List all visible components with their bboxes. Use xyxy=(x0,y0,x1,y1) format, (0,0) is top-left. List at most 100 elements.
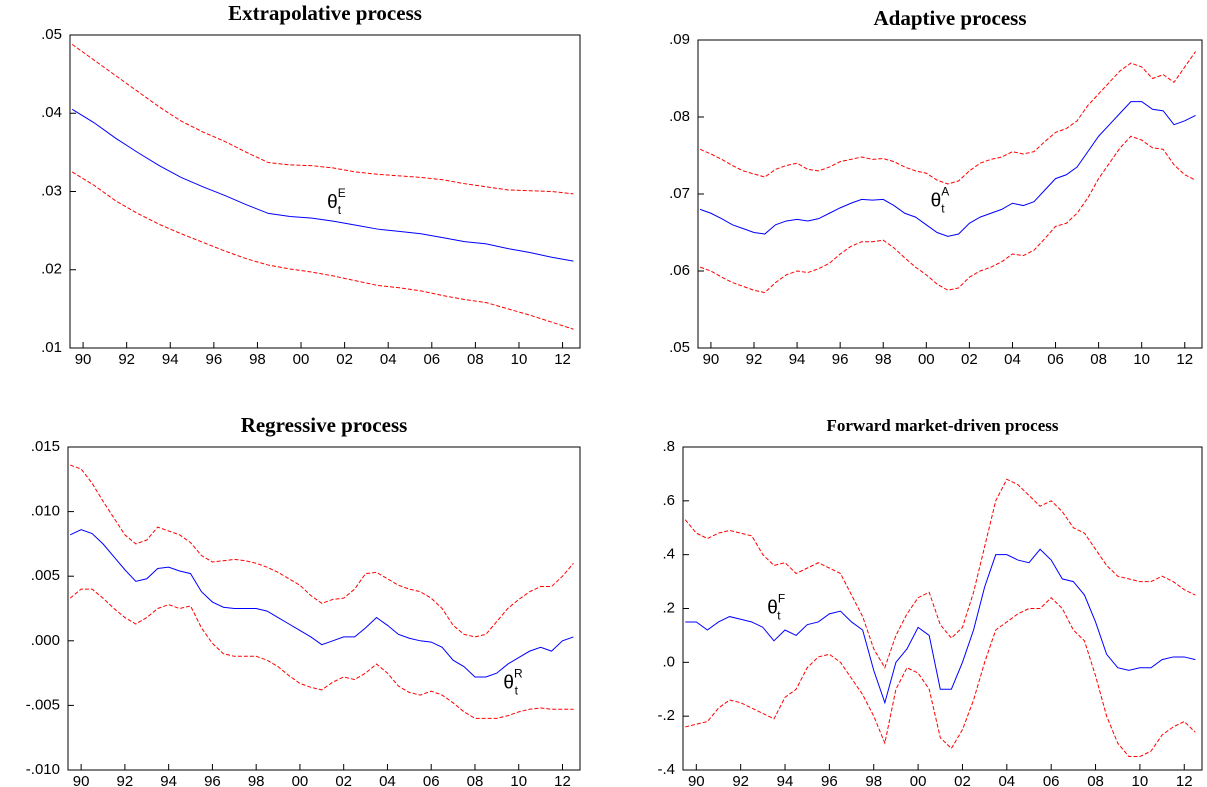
x-tick-label: 96 xyxy=(832,351,849,368)
plot-frame xyxy=(697,39,1203,349)
x-tick-label: 12 xyxy=(1176,773,1193,787)
x-tick-label: 12 xyxy=(554,351,571,368)
x-tick-label: 00 xyxy=(292,773,309,787)
chart-title: Forward market-driven process xyxy=(827,416,1059,435)
band-line xyxy=(71,43,574,195)
plot-frame xyxy=(67,446,581,771)
y-tick-label: -.005 xyxy=(26,696,60,713)
chart-title: Adaptive process xyxy=(873,6,1026,30)
x-tick-label: 90 xyxy=(73,773,90,787)
plot-frame xyxy=(682,446,1203,771)
y-tick-label: .01 xyxy=(41,339,62,356)
x-tick-label: 96 xyxy=(821,773,838,787)
x-tick-label: 96 xyxy=(204,773,221,787)
x-tick-label: 94 xyxy=(160,773,177,787)
y-tick-label: .05 xyxy=(41,26,62,43)
y-tick-label: .005 xyxy=(31,567,60,584)
x-tick-label: 00 xyxy=(293,351,310,368)
y-tick-label: .02 xyxy=(41,261,62,278)
estimate-line xyxy=(685,548,1196,705)
band-line xyxy=(70,464,574,638)
annotation-sup: A xyxy=(941,185,949,199)
x-tick-label: 08 xyxy=(467,773,484,787)
x-tick-label: 90 xyxy=(688,773,705,787)
annotation-sup: E xyxy=(338,186,346,200)
x-tick-label: 04 xyxy=(998,773,1015,787)
x-tick-label: 12 xyxy=(1176,351,1193,368)
annotation: θR t xyxy=(503,667,523,698)
band-line xyxy=(69,588,574,719)
y-tick-label: .09 xyxy=(669,31,690,48)
annotation-sub: t xyxy=(515,684,519,698)
x-tick-label: 94 xyxy=(789,351,806,368)
y-tick-label: .05 xyxy=(669,339,690,356)
annotation-sup: R xyxy=(514,667,523,681)
band-line xyxy=(699,51,1196,185)
estimate-line xyxy=(71,108,574,262)
annotation: θA t xyxy=(931,185,950,216)
band-line xyxy=(699,135,1196,294)
y-tick-label: -.2 xyxy=(657,707,675,724)
x-tick-label: 06 xyxy=(423,351,440,368)
y-tick-label: .4 xyxy=(662,546,675,563)
chart-title: Extrapolative process xyxy=(228,1,422,25)
y-tick-label: .8 xyxy=(662,438,675,455)
x-tick-label: 06 xyxy=(423,773,440,787)
y-tick-label: .04 xyxy=(41,104,62,121)
x-tick-label: 04 xyxy=(379,773,396,787)
panel: Regressive process -.010 -.005 .000 .005 .010… xyxy=(26,413,581,787)
y-tick-label: .08 xyxy=(669,108,690,125)
x-tick-label: 10 xyxy=(511,351,528,368)
annotation-symbol: θ xyxy=(767,598,778,619)
chart-title: Regressive process xyxy=(241,413,408,437)
x-tick-label: 92 xyxy=(118,351,135,368)
x-tick-label: 10 xyxy=(1132,773,1149,787)
x-tick-label: 96 xyxy=(206,351,223,368)
annotation-sup: F xyxy=(778,592,785,606)
annotation: θF t xyxy=(767,592,785,623)
x-tick-label: 04 xyxy=(380,351,397,368)
x-tick-label: 02 xyxy=(954,773,971,787)
x-tick-label: 10 xyxy=(1133,351,1150,368)
panel: Adaptive process .05 .06 .07 .08 .09 90 92 94 96 9… xyxy=(669,6,1203,368)
annotation-symbol: θ xyxy=(503,672,514,693)
estimate-line xyxy=(69,529,574,678)
y-tick-label: -.010 xyxy=(26,761,60,778)
annotation-sub: t xyxy=(941,202,945,216)
x-tick-label: 02 xyxy=(335,773,352,787)
x-tick-label: 98 xyxy=(875,351,892,368)
band-line xyxy=(685,597,1196,758)
x-tick-label: 98 xyxy=(248,773,265,787)
x-tick-label: 08 xyxy=(1090,351,1107,368)
x-tick-label: 90 xyxy=(703,351,720,368)
annotation-sub: t xyxy=(338,203,342,217)
x-tick-label: 12 xyxy=(554,773,571,787)
y-tick-label: .010 xyxy=(31,503,60,520)
x-tick-label: 94 xyxy=(777,773,794,787)
y-tick-label: .06 xyxy=(669,262,690,279)
y-tick-label: .07 xyxy=(669,185,690,202)
x-tick-label: 90 xyxy=(75,351,92,368)
band-line xyxy=(684,478,1196,669)
annotation-symbol: θ xyxy=(931,191,942,212)
plot-frame xyxy=(69,34,581,349)
y-tick-label: .6 xyxy=(662,492,675,509)
x-tick-label: 04 xyxy=(1004,351,1021,368)
annotation: θE t xyxy=(327,186,346,217)
x-tick-label: 92 xyxy=(117,773,134,787)
panel: Forward market-driven process -.4 -.2 .0 .2.… xyxy=(657,416,1203,787)
x-tick-label: 02 xyxy=(336,351,353,368)
panel: Extrapolative process .01 .02 .03 .04 .05 90 92… xyxy=(41,1,581,368)
y-tick-label: .015 xyxy=(31,438,60,455)
estimate-line xyxy=(699,101,1196,237)
x-tick-label: 98 xyxy=(865,773,882,787)
x-tick-label: 92 xyxy=(746,351,763,368)
y-tick-label: .0 xyxy=(662,653,675,670)
x-tick-label: 02 xyxy=(961,351,978,368)
y-tick-label: .2 xyxy=(662,599,675,616)
x-tick-label: 08 xyxy=(1087,773,1104,787)
band-line xyxy=(71,171,574,330)
x-tick-label: 06 xyxy=(1047,351,1064,368)
y-tick-label: .03 xyxy=(41,182,62,199)
